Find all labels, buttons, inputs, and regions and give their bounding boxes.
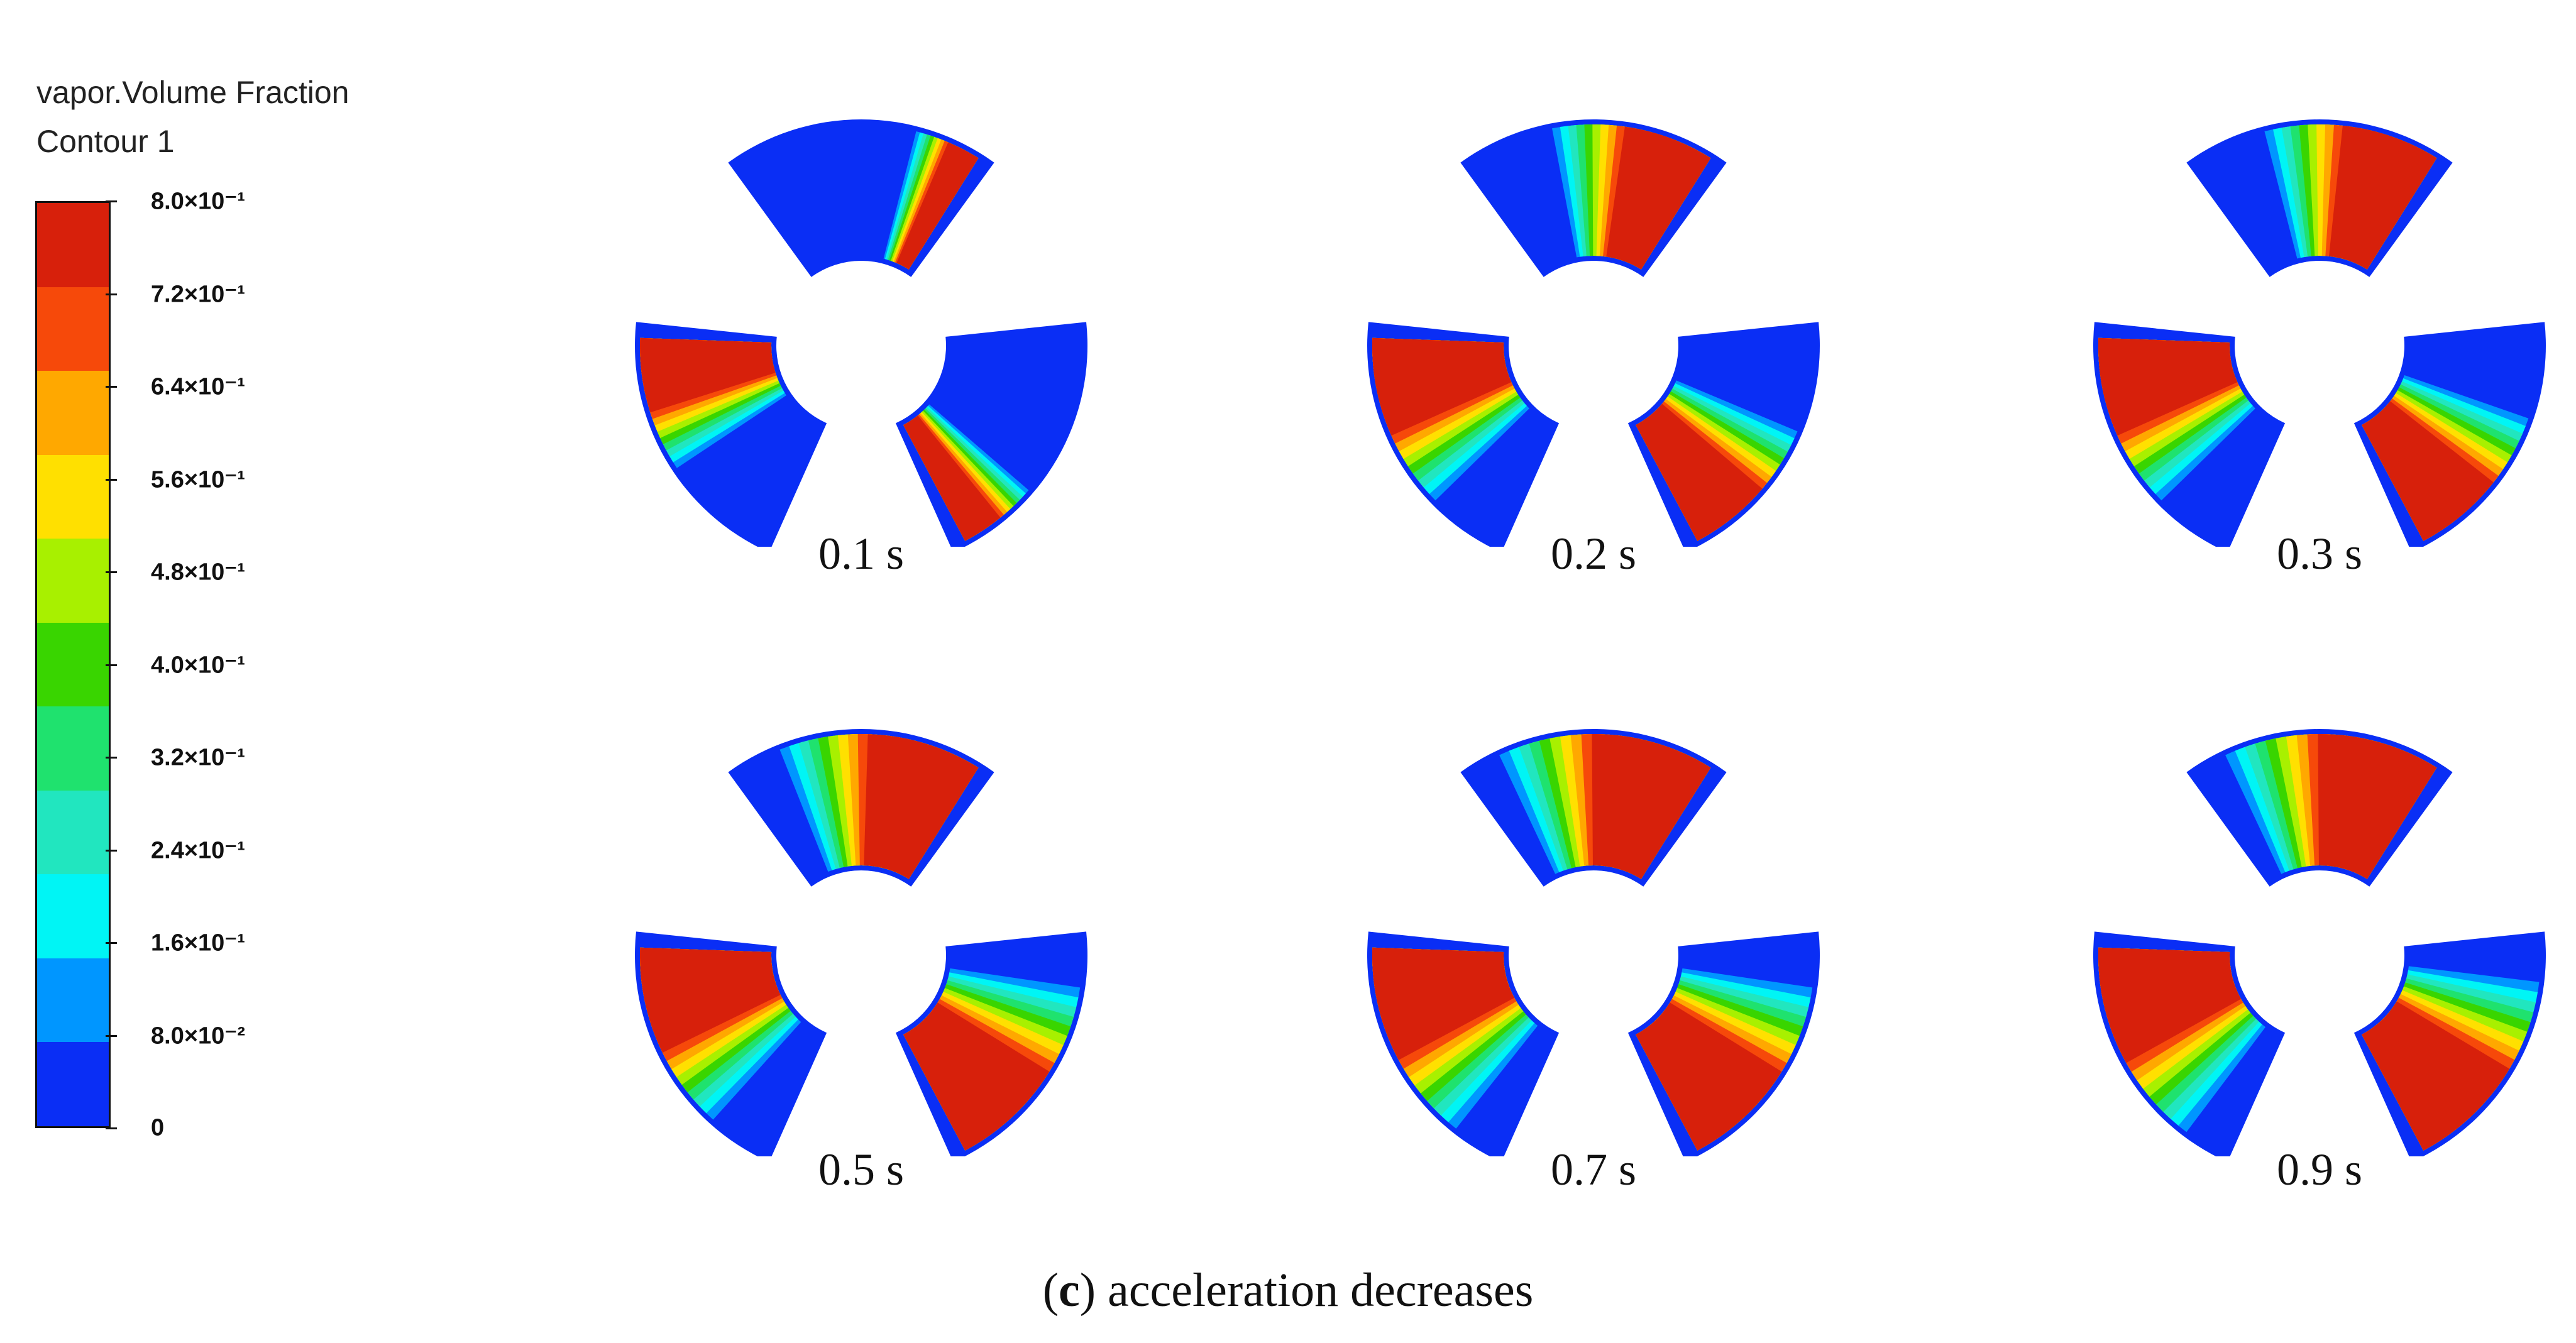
vapor-contour-band [903, 1002, 1050, 1151]
contour-plot [635, 729, 1087, 1156]
tick-mark [106, 1034, 117, 1037]
time-label: 0.2 s [1550, 529, 1637, 579]
tick-mark [106, 478, 117, 481]
legend-title: vapor.Volume Fraction [36, 75, 350, 110]
caption-letter: c [1059, 1264, 1080, 1317]
blade-passage-liquid [728, 119, 994, 277]
tick-label: 0 [151, 1114, 165, 1141]
tick-label: 3.2×10⁻¹ [151, 744, 245, 771]
tick-label: 4.0×10⁻¹ [151, 652, 245, 678]
vapor-contour-band [1592, 734, 1711, 879]
contour-plot [1367, 729, 1820, 1156]
vapor-contour-band [1606, 126, 1711, 270]
tick-mark [106, 571, 117, 573]
figure-caption: (c) acceleration decreases [1042, 1264, 1534, 1317]
vapor-contour-band [1636, 403, 1763, 541]
vapor-contour-band [1372, 337, 1512, 436]
contour-plot [2093, 729, 2546, 1156]
tick-label: 2.4×10⁻¹ [151, 837, 245, 863]
vapor-contour-band [896, 142, 979, 270]
vapor-contour-band [2362, 1001, 2510, 1151]
vapor-contour-band [1636, 1002, 1782, 1151]
tick-mark [106, 1127, 117, 1129]
tick-label: 4.8×10⁻¹ [151, 559, 245, 586]
time-label: 0.9 s [2276, 1144, 2363, 1195]
vapor-contour-band [864, 734, 979, 879]
time-label: 0.5 s [818, 1144, 905, 1195]
tick-mark [106, 293, 117, 295]
contour-plot [2093, 119, 2546, 547]
tick-mark [106, 664, 117, 666]
vapor-contour-band [2362, 401, 2494, 541]
tick-label: 5.6×10⁻¹ [151, 466, 245, 493]
color-bar-band [37, 1042, 109, 1127]
vapor-contour-band [640, 947, 781, 1053]
time-label: 0.3 s [2276, 529, 2363, 579]
vapor-contour-band [2098, 337, 2238, 436]
tick-label: 1.6×10⁻¹ [151, 929, 245, 957]
contour-plot [1367, 119, 1820, 547]
color-bar-band [37, 454, 109, 539]
vapor-contour-band [2098, 947, 2242, 1063]
vapor-contour-band [640, 337, 776, 413]
time-label: 0.7 s [1550, 1144, 1637, 1195]
vapor-contour-band [2318, 734, 2437, 879]
tick-label: 6.4×10⁻¹ [151, 373, 245, 400]
caption-text: acceleration decreases [1108, 1264, 1534, 1317]
vapor-contour-band [2328, 125, 2437, 270]
color-bar-band [37, 790, 109, 875]
tick-label: 8.0×10⁻² [151, 1022, 245, 1049]
tick-mark [106, 757, 117, 759]
time-label: 0.1 s [818, 529, 905, 579]
color-bar-band [37, 203, 109, 287]
contour-plot [635, 119, 1087, 547]
tick-label: 7.2×10⁻¹ [151, 281, 245, 307]
tick-label: 8.0×10⁻¹ [151, 188, 245, 215]
legend-subtitle: Contour 1 [36, 124, 175, 159]
color-bar-band [37, 371, 109, 455]
tick-mark [106, 942, 117, 944]
color-bar-band [37, 539, 109, 623]
color-bar-band [37, 287, 109, 371]
color-bar-band [37, 958, 109, 1043]
color-bar-band [37, 874, 109, 958]
tick-mark [106, 386, 117, 388]
tick-mark [106, 200, 117, 202]
color-bar [35, 201, 111, 1128]
color-bar-band [37, 622, 109, 707]
vapor-contour-band [903, 415, 1001, 541]
vapor-contour-band [1372, 947, 1515, 1060]
tick-mark [106, 849, 117, 852]
color-bar-band [37, 706, 109, 791]
